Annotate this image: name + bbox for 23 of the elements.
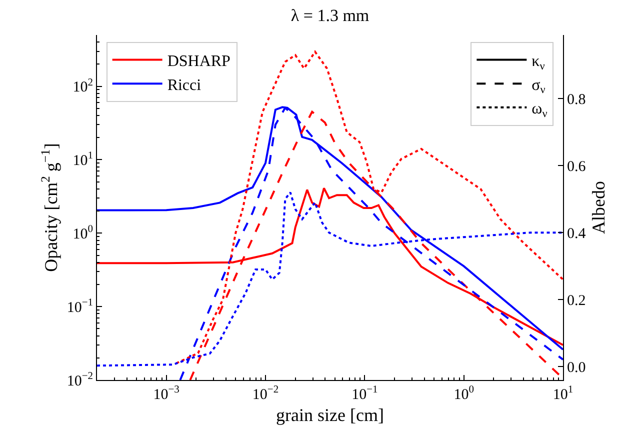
y-tick-label: 10$^{0}$ xyxy=(72,224,93,242)
y2-tick-label: 0.8 xyxy=(567,92,586,108)
y2-tick-label: 0.6 xyxy=(567,158,586,175)
y-tick-label: 10$^{2}$ xyxy=(72,77,93,96)
legend-label: Ricci xyxy=(167,76,202,94)
legend-label: DSHARP xyxy=(167,53,231,70)
legend-label: σ$_{ν}$ xyxy=(532,76,546,96)
y2-tick-label: 0.2 xyxy=(567,292,586,309)
x-axis-title: grain size [cm] xyxy=(276,405,384,426)
x-tick-label: 10$^{1}$ xyxy=(552,384,574,403)
x-tick-label: 10$^{−3}$ xyxy=(153,384,180,403)
y-tick-label: 10$^{−1}$ xyxy=(66,298,93,316)
y-tick-label: 10$^{−2}$ xyxy=(66,370,93,390)
x-tick-label: 10$^{−2}$ xyxy=(252,384,279,403)
x-tick-label: 10$^{0}$ xyxy=(454,384,474,403)
y2-axis-title: Albedo xyxy=(588,181,608,234)
legend-label: ω$_{ν}$ xyxy=(532,100,548,120)
y2-tick-label: 0.4 xyxy=(567,226,586,242)
y2-tick-label: 0.0 xyxy=(567,360,586,376)
x-tick-label: 10$^{−1}$ xyxy=(352,384,378,403)
legend-label: κ$_{ν}$ xyxy=(532,53,545,72)
chart-title: λ = 1.3 mm xyxy=(290,6,370,25)
y-tick-label: 10$^{1}$ xyxy=(72,150,93,169)
